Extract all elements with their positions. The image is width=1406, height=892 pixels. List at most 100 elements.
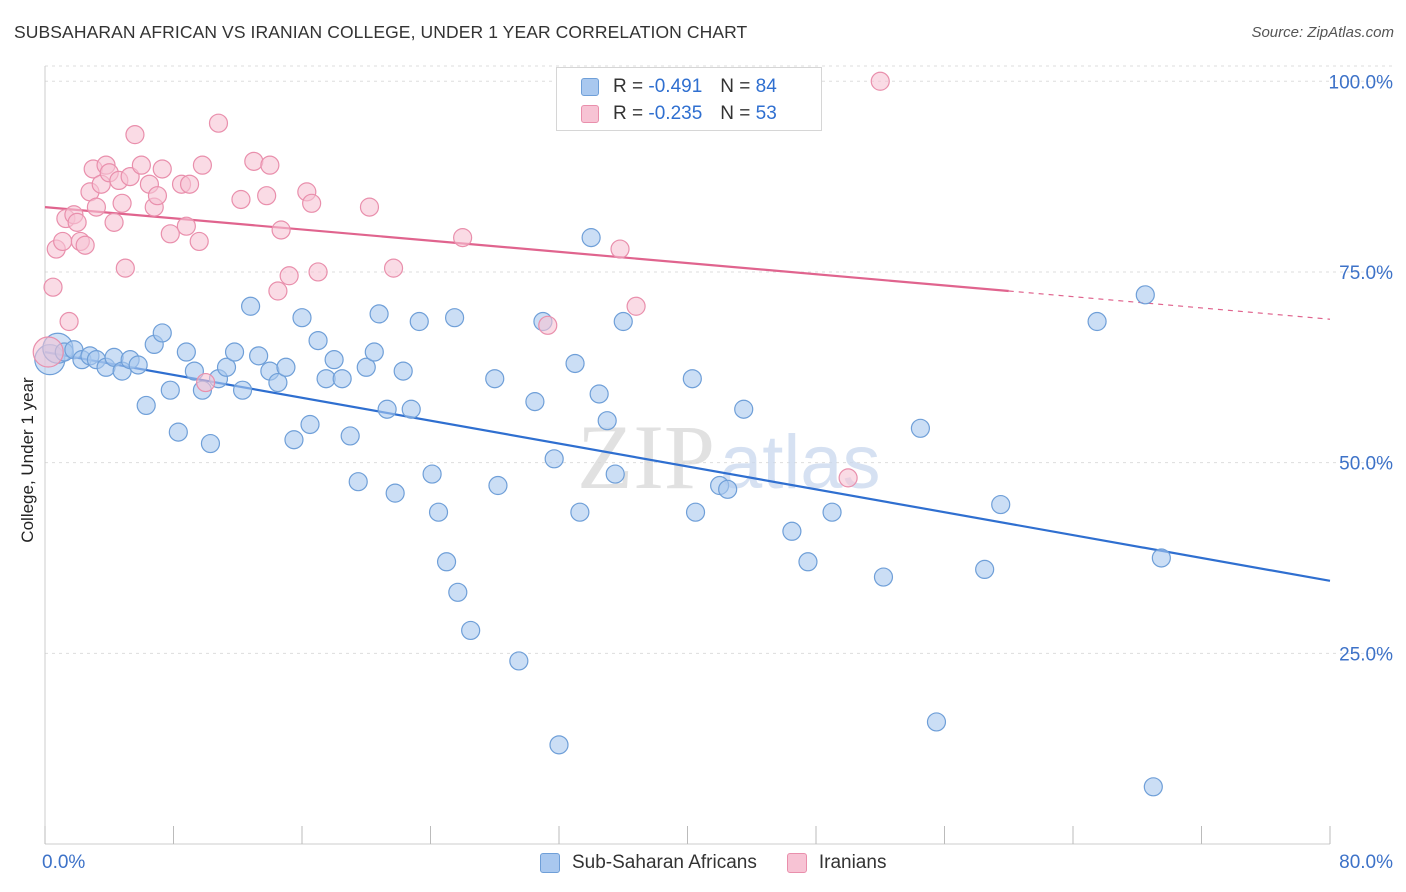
iranian-point [59, 311, 79, 332]
subsaharan-point [160, 380, 180, 400]
series-legend: Sub-Saharan Africans Iranians [540, 852, 916, 874]
subsaharan-point [300, 414, 320, 435]
subsaharan-point [232, 380, 253, 400]
legend-label: Iranians [818, 852, 887, 873]
iranian-point [308, 262, 328, 282]
iranian-point [538, 315, 558, 335]
stats-row-iranians: R = -0.235 N = 53 [581, 103, 777, 125]
subsaharan-point [409, 311, 429, 332]
r-value: -0.491 [648, 76, 703, 97]
r-value: -0.235 [648, 103, 703, 124]
subsaharan-point [822, 502, 842, 522]
n-label: N = [720, 103, 751, 124]
subsaharan-point [589, 384, 609, 404]
iranian-point [359, 197, 380, 217]
iranian-point [189, 231, 209, 252]
pink-swatch [786, 853, 807, 873]
subsaharan-point [184, 361, 204, 381]
subsaharan-point [316, 369, 336, 389]
subsaharan-point [975, 559, 995, 580]
subsaharan-point [613, 311, 633, 332]
iranian-point [131, 155, 151, 175]
y-tick-label: 25.0% [1339, 644, 1393, 665]
subsaharan-point [549, 735, 569, 755]
iranian-point [610, 239, 630, 259]
x-tick-label: 0.0% [42, 852, 85, 873]
iranian-point [75, 235, 95, 255]
iranian-point [244, 151, 264, 171]
iranian-point [260, 155, 280, 175]
subsaharan-point [444, 308, 465, 328]
subsaharan-point [448, 582, 468, 602]
subsaharan-point [718, 479, 738, 499]
iranian-point [86, 197, 107, 217]
subsaharan-point [128, 355, 148, 375]
subsaharan-point [332, 369, 352, 389]
subsaharan-point [1087, 311, 1107, 332]
tick-labels: 100.0% 75.0% 50.0% 25.0% 0.0% 80.0% [42, 72, 1393, 873]
subsaharan-point [249, 346, 269, 366]
subsaharan-point [216, 357, 237, 377]
subsaharan-point [276, 357, 296, 377]
stats-row-subsaharan: R = -0.491 N = 84 [581, 76, 777, 98]
subsaharan-point [364, 342, 384, 362]
subsaharan-point [200, 433, 221, 454]
subsaharan-point [385, 483, 405, 503]
y-axis-label: College, Under 1 year [18, 377, 37, 543]
iranian-point [271, 220, 291, 240]
stats-legend: R = -0.491 N = 84 R = -0.235 N = 53 [556, 67, 822, 131]
subsaharan-point [268, 372, 288, 393]
subsaharan-point [991, 494, 1011, 515]
legend-item-iranians[interactable]: Iranians [786, 852, 887, 874]
subsaharan-point [1151, 548, 1171, 568]
subsaharan-point [570, 502, 590, 522]
subsaharan-point [324, 350, 344, 370]
blue-swatch [581, 78, 599, 96]
subsaharan-point [1143, 777, 1163, 797]
subsaharan-point [597, 411, 617, 431]
iranian-point [147, 186, 168, 206]
subsaharan-point [910, 418, 931, 438]
subsaharan-point [682, 369, 702, 389]
subsaharan-point [308, 330, 328, 351]
subsaharan-point [436, 552, 457, 572]
subsaharan-point [581, 228, 601, 248]
subsaharan-point [422, 464, 442, 484]
legend-item-subsaharan[interactable]: Sub-Saharan Africans [540, 852, 757, 874]
subsaharan-point [224, 342, 245, 362]
iranian-point [453, 228, 473, 248]
subsaharan-point [377, 399, 397, 419]
axes [44, 66, 1331, 845]
subsaharan-point [292, 308, 312, 328]
n-value: 84 [755, 76, 777, 97]
subsaharan-point [509, 651, 529, 671]
iranian-point [115, 258, 135, 278]
subsaharan-point [544, 449, 564, 469]
y-tick-label: 75.0% [1339, 263, 1393, 284]
x-tick-label: 80.0% [1339, 852, 1393, 873]
subsaharan-point [605, 464, 625, 484]
iranian-point [302, 193, 322, 213]
subsaharan-point [873, 567, 894, 587]
subsaharan-point [340, 426, 360, 446]
iranian-point [838, 468, 858, 488]
subsaharan-point [168, 422, 188, 442]
iranian-point [196, 372, 216, 393]
iranian-point [192, 155, 213, 175]
subsaharan-point [348, 472, 368, 492]
gridlines [45, 65, 1392, 654]
blue-swatch [540, 853, 560, 873]
subsaharan-trend-line [44, 350, 1331, 582]
subsaharan-point [485, 369, 505, 389]
subsaharan-point [393, 361, 413, 381]
r-label: R = [613, 76, 644, 97]
subsaharan-point [782, 521, 802, 541]
iranian-point [125, 125, 145, 145]
iranian-point [32, 336, 64, 368]
subsaharan-point [356, 357, 376, 377]
iranian-point [112, 193, 132, 213]
iranian-point [257, 186, 277, 206]
subsaharan-point [926, 712, 947, 732]
subsaharan-point [1135, 285, 1155, 305]
